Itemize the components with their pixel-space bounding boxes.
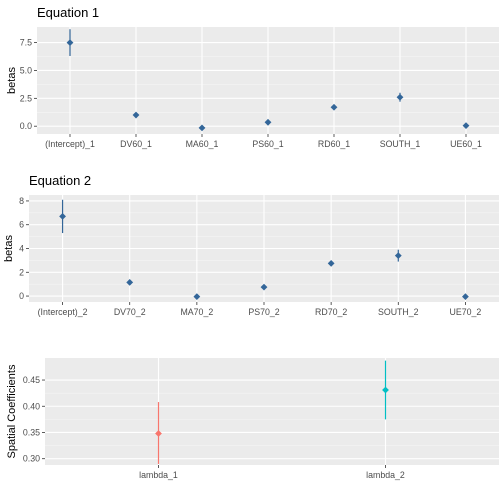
y-axis-title-equation-1: betas (6, 67, 18, 94)
x-tick-label: lambda_2 (366, 470, 405, 480)
x-tick-label: RD60_1 (318, 139, 350, 149)
y-tick-label: 0.35 (23, 427, 40, 437)
y-tick-label: 5.0 (20, 65, 32, 75)
marks-equation-2 (59, 199, 469, 301)
axes-equation-2: 0 2 4 6 8 (Intercept)_2 DV70_2 MA70_2 PS70_2 RD70… (19, 196, 481, 317)
data-point (59, 213, 66, 220)
grid-equation-2 (29, 195, 499, 302)
x-tick-label: PS70_2 (248, 307, 279, 317)
data-point (126, 278, 134, 286)
x-tick-label: DV70_2 (114, 307, 146, 317)
data-point (66, 39, 74, 47)
x-tick-label: PS60_1 (252, 139, 283, 149)
x-tick-label: lambda_1 (139, 470, 178, 480)
y-tick-label: 0.45 (23, 375, 40, 385)
y-tick-label: 2 (19, 267, 24, 277)
data-point (193, 293, 201, 301)
y-tick-label: 0.40 (23, 401, 40, 411)
y-tick-label: 0.30 (23, 454, 40, 464)
y-axis-title-spatial: Spatial Coefficients (6, 364, 18, 458)
x-tick-label: RD70_2 (315, 307, 347, 317)
data-point (394, 252, 402, 260)
data-point (462, 122, 470, 130)
axes-spatial: 0.30 0.35 0.40 0.45 lambda_1 lambda_2 (23, 375, 405, 480)
y-tick-label: 2.5 (20, 93, 32, 103)
data-point (132, 111, 140, 119)
y-tick-label: 0 (19, 291, 24, 301)
data-point (264, 118, 272, 126)
data-point (327, 259, 335, 267)
marks-equation-1 (66, 29, 470, 132)
y-tick-label: 4 (19, 244, 24, 254)
y-tick-label: 8 (19, 196, 24, 206)
x-tick-label: SOUTH_2 (378, 307, 419, 317)
x-tick-label: UE70_2 (450, 307, 482, 317)
data-point (462, 293, 469, 301)
x-tick-label: (Intercept)_2 (38, 307, 88, 317)
plot-area-spatial (45, 358, 499, 465)
y-axis-title-equation-2: betas (3, 235, 15, 262)
axes-equation-1: 0.0 2.5 5.0 7.5 (Intercept)_1 DV60_1 MA60_1 PS6… (20, 38, 482, 149)
chart-title-equation-1: Equation 1 (37, 5, 99, 20)
x-tick-label: (Intercept)_1 (45, 139, 95, 149)
data-point (396, 93, 404, 101)
data-point (155, 430, 162, 437)
marks-spatial (155, 360, 389, 464)
x-tick-label: DV60_1 (120, 139, 152, 149)
y-tick-label: 7.5 (20, 38, 32, 48)
chart-panel-equation-1: Equation 1 0.0 2.5 5.0 7.5 (Intercept)_1 DV60… (6, 5, 499, 149)
chart-title-equation-2: Equation 2 (29, 173, 91, 188)
x-tick-label: MA60_1 (186, 139, 219, 149)
data-point (382, 386, 389, 394)
data-point (330, 103, 338, 111)
data-point (198, 124, 206, 132)
y-tick-label: 6 (19, 220, 24, 230)
y-tick-label: 0.0 (20, 121, 32, 131)
x-tick-label: SOUTH_1 (380, 139, 421, 149)
chart-panel-equation-2: Equation 2 0 2 4 6 8 (Intercept)_2 DV70_2 MA70_… (3, 173, 499, 317)
x-tick-label: MA70_2 (180, 307, 213, 317)
chart-panel-spatial: 0.30 0.35 0.40 0.45 lambda_1 lambda_2 Spatial… (6, 358, 499, 480)
data-point (260, 283, 268, 291)
x-tick-label: UE60_1 (450, 139, 482, 149)
